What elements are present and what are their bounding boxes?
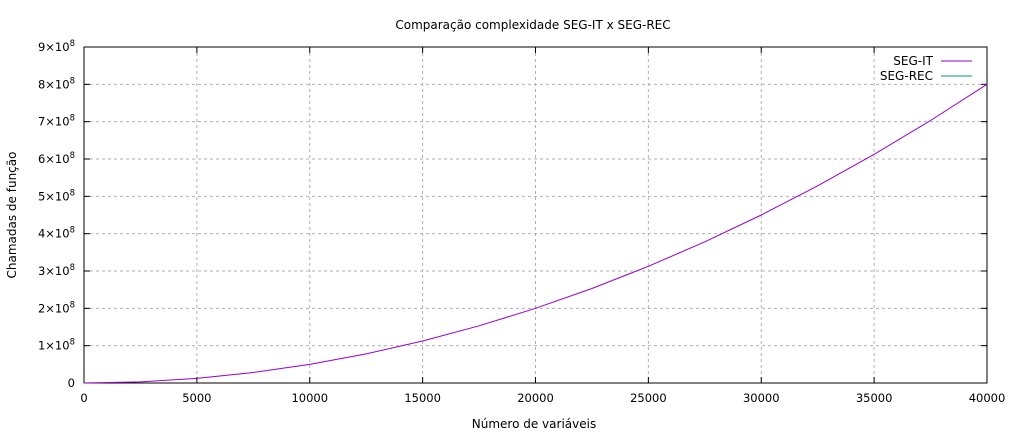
y-tick-label: 6×108 xyxy=(38,151,75,166)
y-tick-label: 4×108 xyxy=(38,226,75,241)
x-tick-label: 25000 xyxy=(630,391,667,405)
grid-lines xyxy=(84,47,987,383)
x-tick-label: 30000 xyxy=(743,391,780,405)
y-tick-label: 8×108 xyxy=(38,76,75,91)
chart-title: Comparação complexidade SEG-IT x SEG-REC xyxy=(395,18,670,32)
y-tick-label: 0 xyxy=(68,376,75,390)
x-tick-label: 20000 xyxy=(517,391,554,405)
legend-label-seg-it: SEG-IT xyxy=(893,54,933,68)
legend-label-seg-rec: SEG-REC xyxy=(880,69,933,83)
y-tick-label: 2×108 xyxy=(38,300,75,315)
y-tick-label: 3×108 xyxy=(38,263,75,278)
y-axis-label: Chamadas de função xyxy=(5,152,19,279)
series-layer xyxy=(83,83,988,384)
x-tick-label: 15000 xyxy=(404,391,441,405)
y-tick-label: 1×108 xyxy=(38,338,75,353)
series-line-seg-it xyxy=(83,83,988,384)
y-axis: 0 1×108 2×108 3×108 4×108 5×108 6×108 7×108 8×10… xyxy=(38,39,987,390)
x-axis-label: Número de variáveis xyxy=(472,417,596,431)
x-tick-label: 40000 xyxy=(969,391,1006,405)
x-tick-label: 5000 xyxy=(182,391,211,405)
x-tick-label: 10000 xyxy=(291,391,328,405)
x-axis: 0 5000 10000 15000 20000 25000 30000 35000 40000 xyxy=(80,47,1005,405)
y-tick-label: 9×108 xyxy=(38,39,75,54)
x-tick-label: 35000 xyxy=(856,391,893,405)
x-tick-label: 0 xyxy=(80,391,87,405)
y-tick-label: 7×108 xyxy=(38,114,75,129)
y-tick-label: 5×108 xyxy=(38,188,75,203)
